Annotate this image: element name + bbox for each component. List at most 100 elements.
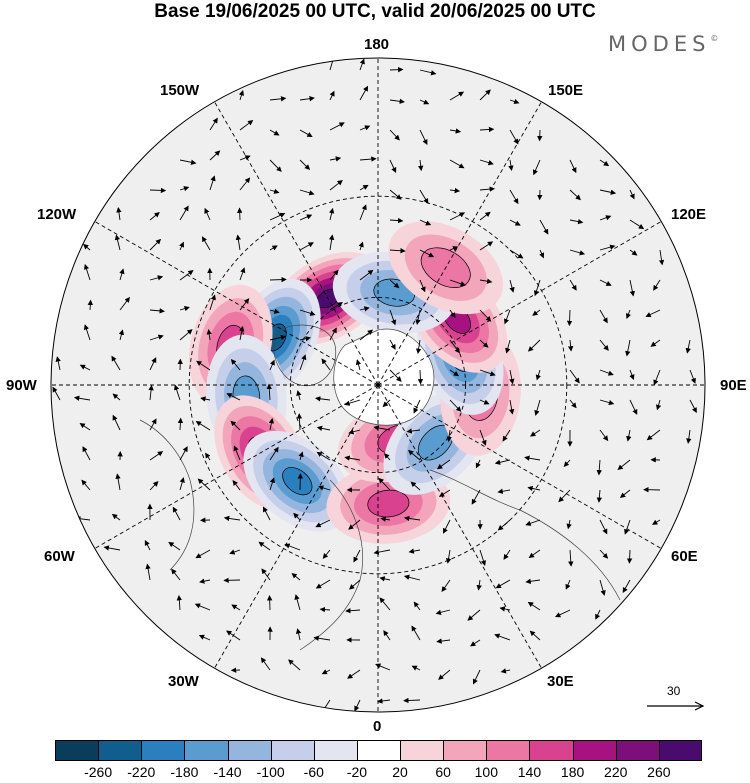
wind-vector [116,207,122,221]
wind-vector [629,189,635,200]
wind-vector [268,417,275,431]
wind-vector [206,328,212,341]
wind-vector [348,519,361,530]
wind-vector [329,327,337,341]
colorbar-tick-label: 60 [435,764,451,780]
reference-vector-arrow [647,701,705,711]
wind-vector [195,421,211,431]
wind-vector [359,204,367,221]
latitude-circle [188,195,568,575]
wind-vector [329,180,343,191]
wind-vector [626,549,633,564]
colorbar-tick-label: -180 [170,764,199,780]
wind-vector [525,578,541,584]
wind-vector [321,669,331,675]
wind-vector [378,477,391,491]
wind-vector [527,601,541,611]
wind-vector [315,579,331,589]
wind-vector [529,630,541,641]
wind-vector [239,177,251,191]
lon-label-120e: 120E [671,206,707,223]
meridian-line [214,101,379,386]
colorbar-swatch [270,740,315,761]
wind-vector [471,489,481,505]
wind-vector [443,519,451,534]
wind-vector [119,296,130,311]
colorbar-swatch [486,740,530,761]
wind-vector [475,459,481,469]
wind-vector [316,451,331,461]
wind-vector [359,58,365,71]
wind-vector [299,309,316,316]
wind-vector [653,279,661,291]
wind-vector [508,159,514,171]
wind-vector [685,339,691,354]
colorbar-swatch [356,740,401,761]
wind-vector [509,279,515,293]
wind-vector [329,156,342,162]
colorbar-swatch [227,740,272,761]
wind-vector [328,207,335,221]
wind-vector [446,429,452,442]
wind-vector [629,249,638,256]
wind-vector [359,306,370,312]
wind-vector [284,543,301,551]
wind-vector [239,325,245,341]
wind-vector [532,309,541,316]
wind-vector [495,579,511,589]
wind-vector [149,212,160,221]
wind-vector [479,241,494,251]
wind-vector [209,175,216,191]
wind-vector [411,665,421,671]
wind-vector [179,329,193,341]
wind-vector [558,489,571,503]
wind-vector [599,279,612,286]
colorbar [55,740,702,761]
wind-vector [353,549,361,563]
wind-vector [375,663,391,671]
wind-vector [179,477,185,491]
wind-vector [168,541,181,551]
wind-vector [382,399,391,408]
wind-vector [449,339,461,354]
wind-vector [238,90,245,101]
wind-vector [599,399,615,406]
colorbar-tick-label: 180 [560,764,585,780]
wind-vector [328,234,335,251]
wind-vector [198,634,211,641]
wind-vector [479,89,491,101]
wind-vector [103,545,121,551]
wind-vector [436,459,451,470]
wind-vector [179,446,188,461]
wind-vector [413,601,421,611]
wind-vector [359,329,374,341]
wind-vector [569,369,580,384]
wind-vector [299,129,313,138]
wind-vector [111,513,121,521]
wind-vector [172,506,181,521]
wind-vector [599,189,617,195]
wind-vector [266,383,272,401]
wind-vector [650,339,661,347]
wind-vector [179,186,190,192]
wind-vector [315,519,331,528]
wind-vector [658,249,665,266]
wind-vector [415,309,421,325]
wind-vector [296,390,302,401]
wind-vector [389,189,402,200]
wind-vector [288,659,301,671]
wind-vector [373,549,391,555]
wind-vector [269,446,279,461]
colorbar-tick-label: 100 [474,764,498,780]
wind-vector [389,309,397,326]
wind-vector [403,515,421,522]
wind-vector [149,187,167,194]
wind-vector [686,429,692,444]
wind-vector [299,336,311,342]
lon-label-30e: 30E [547,673,574,690]
wind-vector [389,369,402,382]
wind-vector [269,129,280,136]
wind-vector [377,698,391,704]
wind-vector [319,606,331,613]
wind-vector [296,413,303,431]
